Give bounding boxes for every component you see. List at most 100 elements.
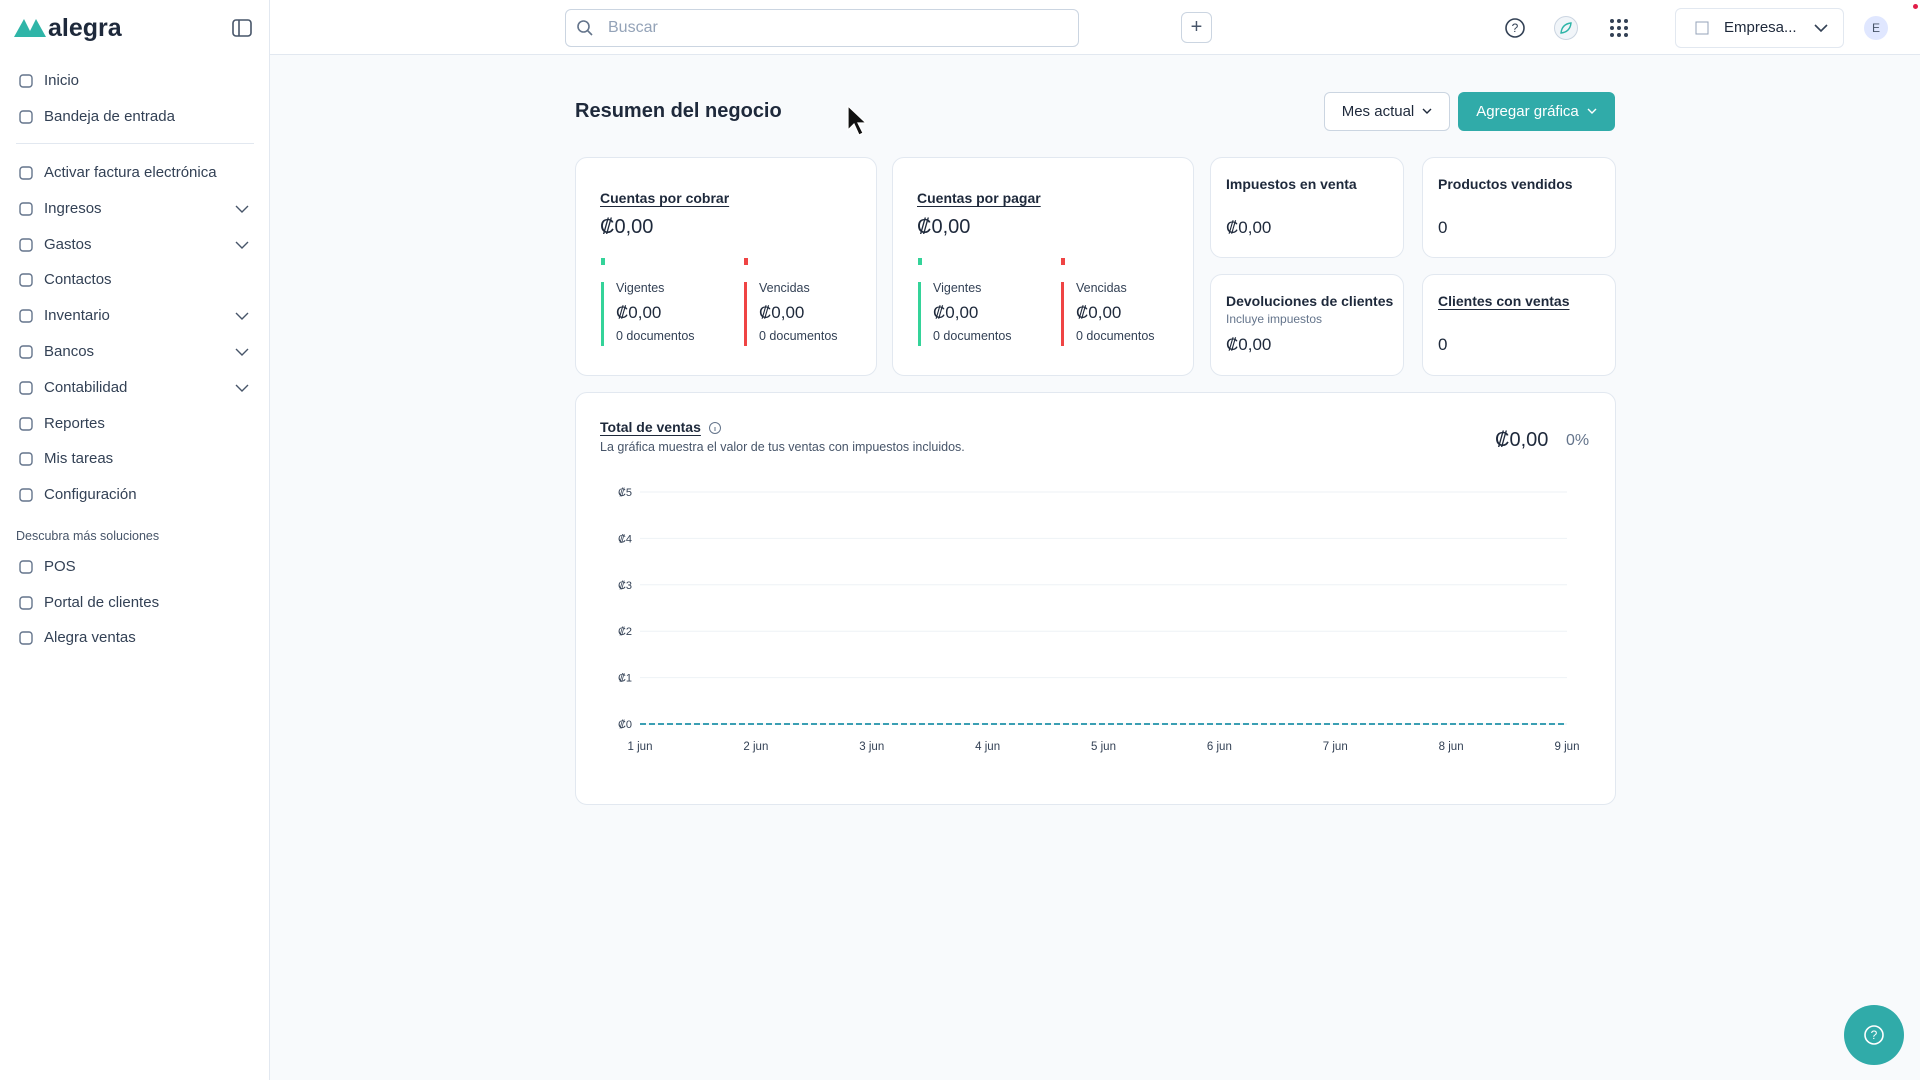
logo[interactable]: alegra bbox=[48, 14, 122, 42]
menu-icon bbox=[19, 381, 33, 395]
chevron bbox=[235, 384, 249, 392]
apps-icon[interactable] bbox=[1609, 18, 1629, 38]
topbar: Buscar + ? Empresa... E bbox=[270, 0, 1920, 55]
chevron bbox=[1587, 108, 1597, 114]
add-chart-button[interactable]: Agregar gráfica bbox=[1458, 92, 1615, 131]
menu-icon bbox=[19, 273, 33, 288]
status-dot bbox=[918, 258, 922, 265]
icon-shape bbox=[19, 109, 33, 124]
search-icon bbox=[577, 20, 593, 36]
add-button[interactable]: + bbox=[1181, 12, 1212, 43]
assistant-icon[interactable] bbox=[1553, 15, 1579, 41]
amount: ₡0,00 bbox=[1076, 303, 1122, 322]
y-tick-label: ₡5 bbox=[618, 487, 632, 499]
status-dot bbox=[744, 258, 748, 265]
menu-item[interactable]: Activar factura electrónica bbox=[0, 158, 269, 188]
icon-shape bbox=[19, 560, 33, 574]
sales-chart-card: Total de ventas La gráfica muestra el va… bbox=[575, 392, 1616, 805]
customers-card: Clientes con ventas 0 bbox=[1422, 274, 1616, 376]
info-icon[interactable] bbox=[708, 421, 722, 435]
menu-icon bbox=[19, 166, 33, 180]
status-bar bbox=[918, 282, 921, 346]
payables-card: Cuentas por pagar ₡0,00 Vigentes ₡0,00 0… bbox=[892, 157, 1194, 376]
label: Vigentes bbox=[933, 281, 982, 295]
menu-label: Portal de clientes bbox=[44, 593, 160, 611]
menu-label: Inicio bbox=[44, 72, 80, 89]
docs: 0 documentos bbox=[616, 329, 695, 343]
icon-shape bbox=[19, 74, 33, 88]
status-bar bbox=[1061, 282, 1064, 346]
menu-item[interactable]: Mis tareas bbox=[0, 444, 269, 474]
menu-item[interactable]: Reportes bbox=[0, 409, 269, 439]
logo-icon bbox=[14, 19, 46, 37]
help-fab[interactable]: ? bbox=[1844, 1005, 1904, 1065]
help-icon[interactable]: ? bbox=[1504, 17, 1526, 39]
menu-label: Configuración bbox=[44, 486, 137, 504]
card-value: 0 bbox=[1438, 218, 1448, 237]
icon-shape bbox=[19, 488, 33, 502]
receivables-card: Cuentas por cobrar ₡0,00 Vigentes ₡0,00 … bbox=[575, 157, 877, 376]
icon-shape bbox=[19, 416, 33, 431]
chart-subtitle: La gráfica muestra el valor de tus venta… bbox=[600, 440, 965, 454]
menu-item[interactable]: Bancos bbox=[0, 337, 269, 367]
menu-icon bbox=[19, 345, 33, 359]
icon-shape bbox=[19, 202, 33, 216]
menu-label: Bandeja de entrada bbox=[44, 107, 175, 125]
menu-label: Alegra ventas bbox=[44, 629, 136, 646]
icon-shape bbox=[19, 595, 33, 610]
cursor bbox=[847, 104, 868, 136]
x-tick-label: 5 jun bbox=[1091, 741, 1116, 753]
period-button[interactable]: Mes actual bbox=[1324, 92, 1450, 131]
collapse-sidebar[interactable] bbox=[232, 19, 252, 37]
menu-item[interactable]: Gastos bbox=[0, 230, 269, 260]
help-icon: ? bbox=[1864, 1025, 1884, 1045]
chart-title[interactable]: Total de ventas bbox=[600, 419, 701, 435]
card-title[interactable]: Clientes con ventas bbox=[1438, 293, 1570, 309]
x-tick-label: 6 jun bbox=[1207, 741, 1232, 753]
y-tick-label: ₡2 bbox=[618, 626, 632, 638]
menu-icon bbox=[19, 74, 33, 88]
menu-item[interactable]: Alegra ventas bbox=[0, 623, 269, 653]
menu-item[interactable]: Inicio bbox=[0, 66, 269, 96]
chevron bbox=[1814, 24, 1828, 33]
company-selector[interactable]: Empresa... bbox=[1675, 8, 1844, 48]
menu-icon bbox=[19, 309, 33, 323]
menu-item[interactable]: Inventario bbox=[0, 301, 269, 331]
chevron-path bbox=[235, 205, 249, 213]
menu-item[interactable]: Portal de clientes bbox=[0, 588, 269, 618]
sales-tax-card: Impuestos en venta ₡0,00 bbox=[1210, 157, 1404, 258]
y-tick-label: ₡4 bbox=[618, 533, 632, 545]
menu-item[interactable]: Configuración bbox=[0, 480, 269, 510]
chart-total: ₡0,00 bbox=[1495, 429, 1549, 451]
menu-item[interactable]: Bandeja de entrada bbox=[0, 102, 269, 132]
page-title: Resumen del negocio bbox=[575, 100, 782, 122]
menu-label: Bancos bbox=[44, 343, 95, 360]
label: Vencidas bbox=[759, 281, 810, 295]
menu-icon bbox=[19, 452, 33, 467]
menu-label: Gastos bbox=[44, 235, 92, 253]
card-title[interactable]: Cuentas por pagar bbox=[917, 190, 1041, 206]
menu-item[interactable]: Ingresos bbox=[0, 194, 269, 224]
icon-shape bbox=[19, 166, 33, 180]
x-tick-label: 8 jun bbox=[1439, 741, 1464, 753]
chevron-path bbox=[235, 348, 249, 356]
avatar[interactable]: E bbox=[1864, 16, 1888, 40]
separator bbox=[16, 143, 254, 144]
chevron-path bbox=[235, 384, 249, 392]
y-tick-label: ₡1 bbox=[618, 673, 632, 685]
menu-label: Inventario bbox=[44, 307, 110, 325]
menu-label: Contabilidad bbox=[44, 378, 128, 396]
icon-shape bbox=[19, 345, 33, 359]
menu-item[interactable]: POS bbox=[0, 552, 269, 582]
menu-item[interactable]: Contactos bbox=[0, 265, 269, 295]
menu-label: POS bbox=[44, 558, 76, 575]
menu-label: Activar factura electrónica bbox=[44, 164, 217, 181]
icon-shape bbox=[19, 452, 33, 467]
card-title[interactable]: Cuentas por cobrar bbox=[600, 190, 730, 206]
menu-icon bbox=[19, 202, 33, 216]
search-box[interactable]: Buscar bbox=[565, 9, 1079, 47]
svg-text:?: ? bbox=[1512, 21, 1519, 35]
y-tick-label: ₡3 bbox=[618, 580, 632, 592]
svg-text:?: ? bbox=[1871, 1028, 1878, 1042]
menu-item[interactable]: Contabilidad bbox=[0, 373, 269, 403]
